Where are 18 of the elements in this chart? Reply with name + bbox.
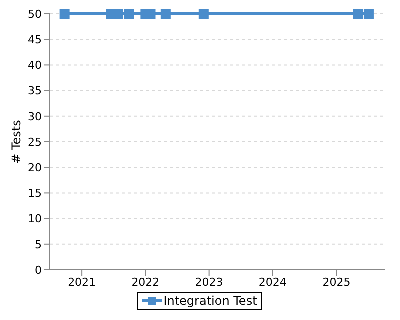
x-tick-label: 2021: [68, 276, 96, 289]
x-tick-label: 2022: [132, 276, 160, 289]
y-tick-label: 20: [28, 162, 42, 175]
x-tick-label: 2024: [258, 276, 287, 289]
y-axis-title: # Tests: [9, 120, 24, 164]
y-tick-label: 30: [28, 110, 42, 124]
y-tick-label: 45: [28, 34, 42, 47]
y-tick-label: 50: [28, 8, 42, 21]
x-tick-label: 2025: [322, 276, 351, 289]
y-tick-label: 40: [28, 59, 42, 72]
y-tick-label: 10: [28, 212, 42, 226]
y-tick-label: 15: [28, 187, 42, 200]
y-tick-label: 0: [35, 264, 42, 277]
y-tick-label: 25: [28, 136, 42, 149]
y-tick-label: 35: [28, 84, 42, 98]
y-tick-label: 5: [35, 238, 42, 252]
legend-label: Integration Test: [164, 294, 258, 308]
x-tick-label: 2023: [195, 276, 224, 289]
